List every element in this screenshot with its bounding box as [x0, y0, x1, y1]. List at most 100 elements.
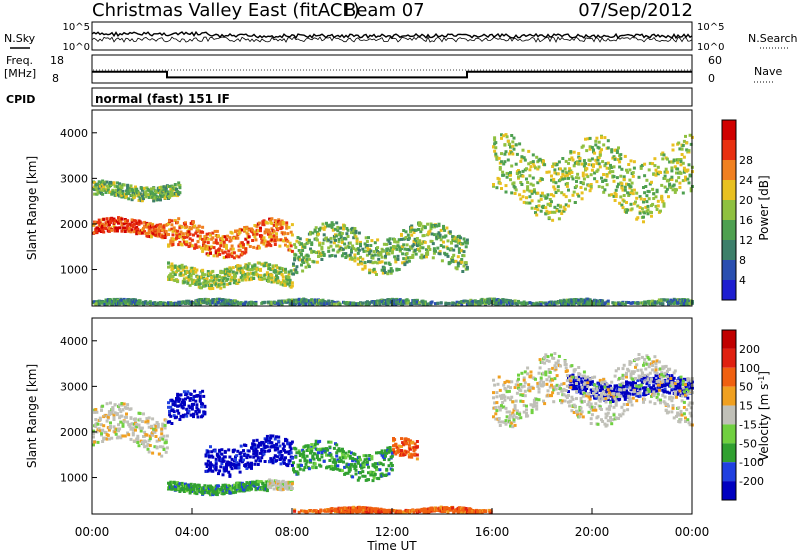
heatmap-cell [171, 399, 175, 403]
heatmap-cell [356, 478, 360, 482]
heatmap-cell [418, 249, 422, 253]
heatmap-cell [121, 424, 125, 428]
heatmap-cell [521, 174, 525, 178]
heatmap-cell [651, 162, 655, 166]
heatmap-cell [238, 227, 242, 231]
heatmap-cell [577, 176, 581, 180]
heatmap-cell [239, 276, 243, 280]
heatmap-cell [267, 232, 270, 236]
heatmap-cell [107, 223, 111, 226]
heatmap-cell [240, 269, 244, 273]
heatmap-cell [302, 261, 306, 264]
heatmap-cell [251, 265, 255, 269]
heatmap-cell [273, 219, 277, 223]
heatmap-cell [132, 222, 136, 226]
heatmap-cell [397, 238, 401, 242]
heatmap-cell [290, 486, 294, 490]
heatmap-cell [611, 170, 615, 174]
heatmap-cell [410, 246, 414, 250]
heatmap-cell [328, 254, 332, 258]
heatmap-cell [101, 222, 105, 226]
heatmap-cell [212, 279, 216, 283]
heatmap-cell [388, 249, 392, 253]
heatmap-cell [232, 256, 236, 260]
heatmap-cell [225, 466, 228, 470]
heatmap-cell [200, 275, 203, 279]
heatmap-cell [462, 254, 466, 258]
heatmap-cell [689, 189, 693, 193]
heatmap-cell [177, 487, 181, 491]
heatmap-cell [214, 249, 218, 253]
heatmap-cell [650, 214, 653, 218]
heatmap-cell [428, 248, 432, 251]
heatmap-cell [575, 300, 578, 304]
heatmap-cell [526, 185, 530, 189]
heatmap-cell [271, 264, 275, 268]
heatmap-cell [223, 235, 227, 239]
heatmap-cell [152, 199, 156, 203]
heatmap-cell [110, 436, 114, 440]
heatmap-cell [504, 184, 508, 188]
heatmap-cell [113, 184, 117, 188]
heatmap-cell [551, 218, 555, 222]
heatmap-cell [143, 445, 147, 449]
heatmap-cell [102, 185, 106, 188]
heatmap-cell [539, 209, 543, 213]
heatmap-cell [397, 245, 401, 249]
heatmap-cell [230, 254, 234, 258]
heatmap-cell [348, 241, 352, 245]
heatmap-cell [192, 278, 195, 282]
heatmap-cell [590, 157, 594, 161]
heatmap-cell [528, 189, 532, 193]
heatmap-cell [136, 434, 140, 438]
heatmap-cell [204, 279, 208, 283]
heatmap-cell [275, 484, 278, 488]
heatmap-cell [335, 454, 339, 458]
heatmap-cell [171, 243, 175, 246]
heatmap-cell [96, 226, 100, 230]
heatmap-cell [568, 167, 572, 171]
heatmap-cell [277, 435, 281, 439]
heatmap-cell [244, 278, 248, 282]
heatmap-cell [320, 455, 324, 459]
heatmap-cell [504, 190, 508, 194]
heatmap-cell [660, 194, 664, 198]
heatmap-cell [292, 272, 295, 276]
heatmap-cell [577, 162, 581, 166]
heatmap-cell [167, 405, 170, 409]
heatmap-cell [346, 454, 350, 458]
heatmap-cell [147, 228, 151, 232]
heatmap-cell [154, 428, 158, 432]
heatmap-cell [194, 484, 198, 488]
heatmap-cell [623, 188, 627, 192]
heatmap-cell [510, 191, 514, 195]
heatmap-cell [645, 200, 649, 204]
heatmap-cell [139, 301, 143, 305]
heatmap-cell [101, 183, 105, 187]
heatmap-cell [285, 480, 289, 484]
heatmap-cell [270, 273, 274, 277]
heatmap-cell [422, 234, 426, 237]
heatmap-cell [101, 428, 105, 432]
heatmap-cell [545, 303, 549, 306]
heatmap-cell [210, 276, 214, 279]
heatmap-cell [267, 441, 270, 445]
heatmap-cell [632, 188, 636, 192]
heatmap-cell [297, 241, 301, 245]
heatmap-cell [439, 228, 443, 232]
heatmap-cell [353, 458, 357, 461]
heatmap-cell [120, 414, 124, 418]
heatmap-cell [617, 146, 620, 150]
heatmap-cell [302, 455, 306, 459]
heatmap-cell [409, 230, 412, 234]
heatmap-cell [254, 302, 258, 306]
heatmap-cell [663, 185, 667, 189]
heatmap-cell [565, 182, 569, 185]
heatmap-cell [509, 171, 512, 175]
heatmap-cell [522, 156, 526, 160]
heatmap-cell [647, 190, 651, 194]
heatmap-cell [248, 484, 252, 487]
heatmap-cell [322, 459, 326, 463]
heatmap-cell [127, 298, 131, 301]
heatmap-cell [355, 237, 359, 241]
